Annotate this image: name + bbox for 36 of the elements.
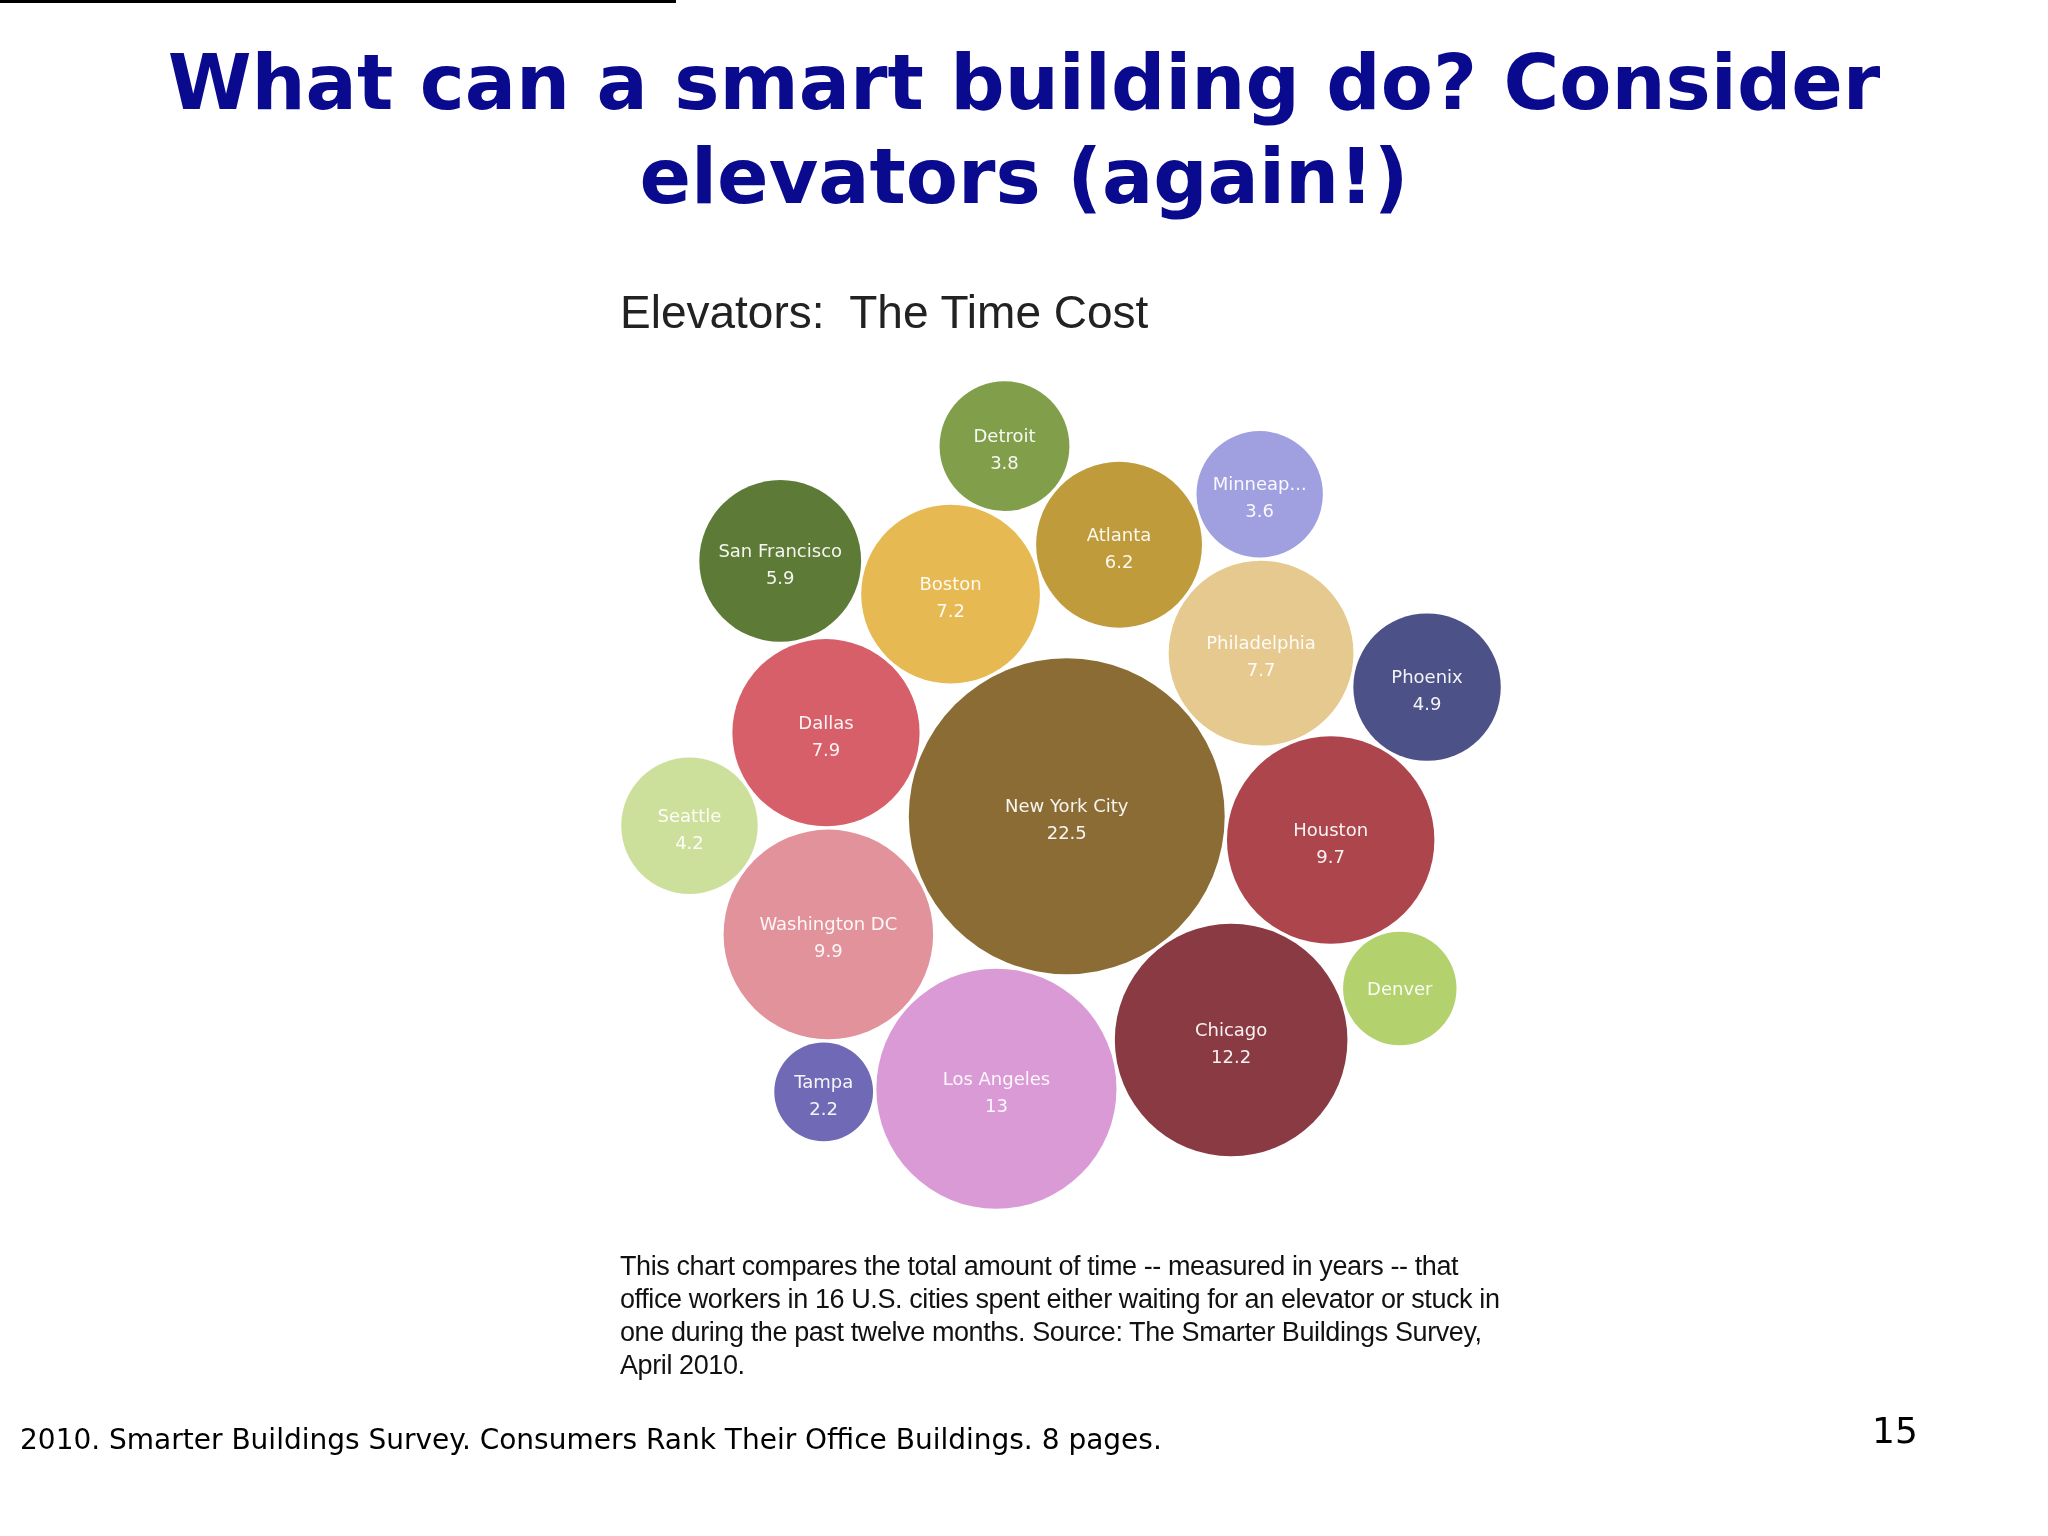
category-label: Detroit bbox=[973, 425, 1036, 447]
text: 15 bbox=[1872, 1410, 1918, 1451]
category-label: Los Angeles bbox=[942, 1067, 1051, 1089]
data-label: 5.9 bbox=[765, 566, 795, 588]
data-label: 7.7 bbox=[1246, 659, 1276, 681]
data-label: 9.7 bbox=[1316, 846, 1346, 868]
category-label: Tampa bbox=[793, 1070, 854, 1092]
data-label: 22.5 bbox=[1046, 822, 1087, 844]
data-label: 7.9 bbox=[811, 738, 841, 760]
data-label: 13 bbox=[984, 1094, 1008, 1116]
data-label: 9.9 bbox=[814, 940, 843, 962]
text: This chart compares the total amount of time -- measured in years -- that office workers in 16 U.S. cities spent either waiting for an elevator or stuck in one during the past twelve months. Source: The Smarter Buildings Survey, April 2010. bbox=[620, 1250, 1501, 1382]
category-label: Houston bbox=[1293, 819, 1369, 841]
text: Elevators: The Time Cost bbox=[620, 285, 1149, 339]
category-label: Washington DC bbox=[759, 913, 898, 935]
data-label: 4.9 bbox=[1412, 693, 1442, 715]
category-label: Denver bbox=[1367, 977, 1434, 999]
category-label: San Francisco bbox=[718, 539, 843, 561]
category-label: Seattle bbox=[657, 804, 722, 826]
data-label: 6.2 bbox=[1104, 550, 1134, 572]
category-label: Chicago bbox=[1194, 1019, 1268, 1040]
category-label: Phoenix bbox=[1391, 666, 1464, 688]
text: What can a smart building do? Consider elevators (again!) bbox=[166, 37, 1882, 223]
category-label: Dallas bbox=[798, 711, 854, 733]
category-label: New York City bbox=[1005, 795, 1129, 817]
category-label: Boston bbox=[919, 573, 982, 595]
data-label: 4.2 bbox=[675, 831, 704, 853]
data-label: 7.2 bbox=[936, 600, 965, 622]
data-label: 2.2 bbox=[809, 1097, 838, 1119]
category-label: Philadelphia bbox=[1206, 632, 1316, 654]
category-label: Minneap... bbox=[1212, 473, 1307, 495]
data-label: 3.8 bbox=[990, 452, 1019, 474]
data-label: 12.2 bbox=[1211, 1046, 1252, 1067]
data-label: 3.6 bbox=[1245, 500, 1274, 522]
category-label: Atlanta bbox=[1086, 523, 1152, 545]
text: 2010. Smarter Buildings Survey. Consumers Rank Their Office Buildings. 8 pages. bbox=[20, 1423, 1162, 1456]
